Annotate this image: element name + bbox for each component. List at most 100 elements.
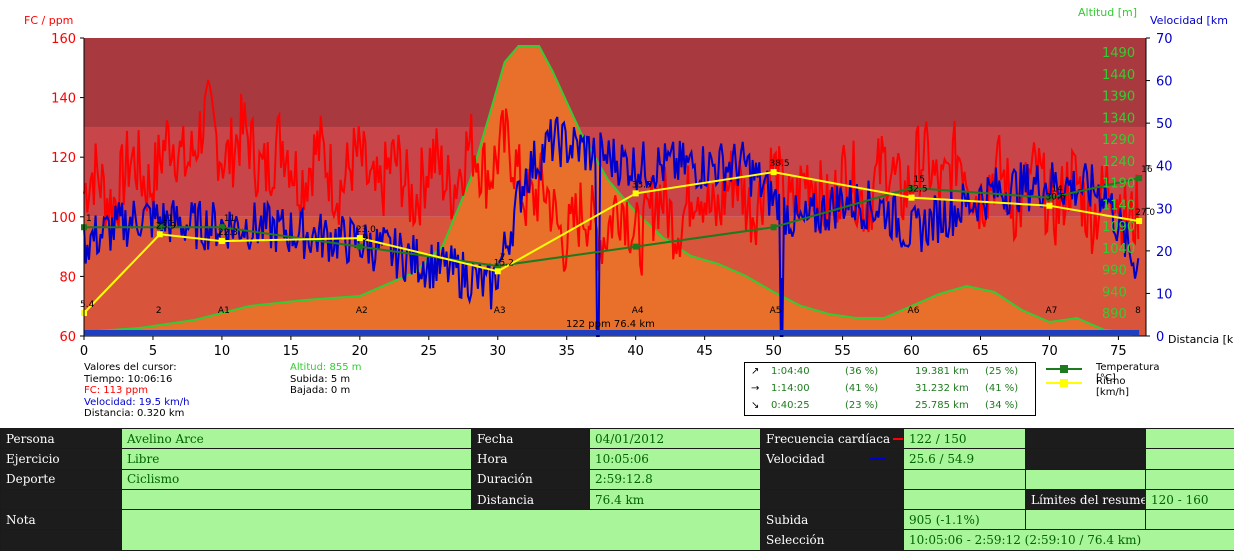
duracion-value[interactable]: 2:59:12.8: [590, 469, 761, 489]
pace-legend-icon: [1046, 378, 1082, 388]
slope-dpct: (25 %): [985, 363, 1018, 380]
altitude-tick-label: 990: [1102, 264, 1127, 279]
slope-pct: (23 %): [845, 397, 878, 414]
x-tick-label: 75: [1110, 344, 1127, 359]
subida-label: Subida: [761, 510, 904, 530]
temperature-legend-icon: [1046, 364, 1082, 374]
slope-dpct: (34 %): [985, 397, 1018, 414]
fecha-value[interactable]: 04/01/2012: [590, 429, 761, 449]
selection-bar: [84, 330, 1139, 335]
vel-value[interactable]: 25.6 / 54.9: [904, 449, 1026, 469]
deporte-label: Deporte: [1, 469, 122, 489]
slope-pct: (36 %): [845, 363, 878, 380]
pace-point-label: 23.0: [356, 225, 376, 235]
pace-point-label: 38.5: [770, 159, 790, 169]
fc-value[interactable]: 122 / 150: [904, 429, 1026, 449]
cursor-hr: FC: 113 ppm: [84, 385, 189, 397]
distancia-label: Distancia: [472, 489, 590, 509]
limites-value[interactable]: 120 - 160: [1146, 489, 1234, 509]
seleccion-label: Selección: [761, 530, 904, 550]
left-tick-label: 80: [59, 270, 76, 285]
lap-marker: A5: [770, 306, 782, 316]
slope-arrow: ↘: [751, 397, 759, 414]
altitude-tick-label: 940: [1102, 285, 1127, 300]
pace-marker: [357, 235, 363, 241]
lap-marker: A2: [356, 306, 368, 316]
altitude-tick-label: 1040: [1102, 242, 1135, 257]
nota-value[interactable]: [122, 510, 761, 551]
speed-tick-label: 0: [1156, 330, 1164, 345]
persona-value[interactable]: Avelino Arce: [122, 429, 472, 449]
hora-label: Hora: [472, 449, 590, 469]
subida-value[interactable]: 905 (-1.1%): [904, 510, 1026, 530]
altitude-tick-label: 1390: [1102, 90, 1135, 105]
x-tick-label: 0: [80, 344, 88, 359]
lap-marker: A3: [494, 306, 506, 316]
cursor-distance: Distancia: 0.320 km: [84, 408, 189, 420]
x-tick-label: 20: [352, 344, 369, 359]
duracion-label: Duración: [472, 469, 590, 489]
slope-dpct: (41 %): [985, 380, 1018, 397]
slope-time: 1:04:40: [771, 363, 810, 380]
altitude-axis-title: Altitud [m]: [1078, 6, 1137, 19]
hora-value[interactable]: 10:05:06: [590, 449, 761, 469]
lap-marker: 2: [156, 306, 162, 316]
distancia-value[interactable]: 76.4 km: [590, 489, 761, 509]
x-tick-label: 35: [558, 344, 575, 359]
slope-time: 1:14:00: [771, 380, 810, 397]
ejercicio-value[interactable]: Libre: [122, 449, 472, 469]
temperature-marker: [357, 244, 363, 250]
pace-point-label: 5.4: [80, 300, 95, 310]
temperature-point-label: 1: [86, 214, 92, 224]
lap-marker: A1: [218, 306, 230, 316]
x-tick-label: 60: [903, 344, 920, 359]
speed-tick-label: 50: [1156, 117, 1173, 132]
x-tick-label: 70: [1041, 344, 1058, 359]
x-axis-title: Distancia [km]: [1168, 334, 1234, 346]
altitude-tick-label: 890: [1102, 307, 1127, 322]
cursor-climb: Subida: 5 m: [290, 374, 361, 386]
lap-marker: 8: [1135, 306, 1141, 316]
pace-point-label: 32.5: [908, 185, 928, 195]
lap-marker: A7: [1045, 306, 1057, 316]
speed-tick-label: 60: [1156, 75, 1173, 90]
pace-marker: [1136, 218, 1142, 224]
slope-summary-row: ↗1:04:40(36 %)19.381 km(25 %): [745, 363, 1035, 380]
x-tick-label: 5: [149, 344, 157, 359]
deporte-value[interactable]: Ciclismo: [122, 469, 472, 489]
x-tick-label: 40: [627, 344, 644, 359]
workout-summary-table: Persona Avelino Arce Fecha 04/01/2012 Fr…: [0, 428, 1234, 551]
limites-label: Límites del resumen: [1026, 489, 1146, 509]
slope-time: 0:40:25: [771, 397, 810, 414]
vel-label: Velocidad: [761, 449, 904, 469]
pace-marker: [1046, 203, 1052, 209]
speed-tick-label: 30: [1156, 202, 1173, 217]
slope-arrow: ↗: [751, 363, 759, 380]
lap-marker: A6: [908, 306, 920, 316]
ejercicio-label: Ejercicio: [1, 449, 122, 469]
cursor-title: Valores del cursor:: [84, 362, 189, 374]
speed-tick-label: 40: [1156, 160, 1173, 175]
temperature-point-label: 16: [1141, 165, 1153, 175]
temperature-marker: [1136, 175, 1142, 181]
pace-point-label: 22.3: [218, 228, 238, 238]
x-tick-label: 55: [834, 344, 851, 359]
temperature-marker: [771, 224, 777, 230]
pace-point-label: 27.0: [1135, 208, 1155, 218]
x-tick-label: 65: [972, 344, 989, 359]
cursor-altitude: Altitud: 855 m: [290, 362, 361, 374]
cursor-altitude-panel: Altitud: 855 m Subida: 5 m Bajada: 0 m: [290, 362, 361, 397]
seleccion-value[interactable]: 10:05:06 - 2:59:12 (2:59:10 / 76.4 km): [904, 530, 1234, 550]
speed-tick-label: 70: [1156, 32, 1173, 47]
cursor-speed: Velocidad: 19.5 km/h: [84, 397, 189, 409]
cursor-descent: Bajada: 0 m: [290, 385, 361, 397]
x-tick-label: 45: [696, 344, 713, 359]
pace-marker: [909, 195, 915, 201]
altitude-tick-label: 1090: [1102, 220, 1135, 235]
pace-marker: [633, 190, 639, 196]
temperature-marker: [633, 244, 639, 250]
speed-axis-title: Velocidad [km: [1150, 14, 1228, 27]
x-tick-label: 50: [765, 344, 782, 359]
cursor-time: Tiempo: 10:06:16: [84, 374, 189, 386]
altitude-tick-label: 1190: [1102, 177, 1135, 192]
